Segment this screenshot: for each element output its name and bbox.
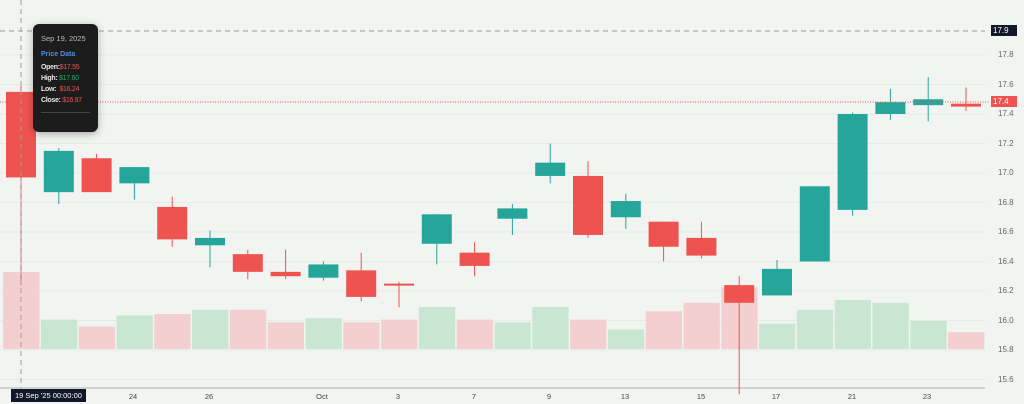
candle-up	[535, 162, 566, 176]
volume-bar	[267, 322, 304, 349]
volume-bar	[343, 322, 380, 349]
x-tick-label: 26	[204, 392, 214, 401]
volume-bar	[683, 302, 720, 349]
high-label: High:	[41, 75, 58, 82]
candle-down	[346, 270, 377, 297]
candle-down	[384, 283, 414, 286]
low-label: Low:	[41, 86, 57, 93]
low-value: $16.24	[59, 86, 80, 93]
volume-bar	[229, 309, 267, 349]
candle-down	[724, 285, 755, 303]
x-tick-label: 9	[546, 392, 552, 401]
candle-up	[308, 264, 339, 278]
volume-bar	[116, 315, 153, 349]
candle-down	[573, 175, 603, 235]
x-tick-label: 15	[696, 392, 706, 401]
volume-bar	[305, 318, 342, 349]
volume-bar	[872, 302, 909, 349]
y-tick-label: 17.0	[998, 168, 1014, 177]
y-tick-label: 16.6	[998, 227, 1014, 236]
volume-bar	[834, 300, 871, 349]
candle-down	[459, 252, 490, 266]
candle-up	[799, 186, 830, 262]
y-tick-label: 17.2	[998, 138, 1014, 148]
y-tick-label: 17.6	[998, 79, 1014, 89]
tooltip-divider	[41, 112, 90, 113]
close-value: $16.97	[62, 97, 82, 104]
volume-bar	[192, 309, 229, 349]
tooltip-heading: Price Data	[41, 51, 76, 58]
candle-up	[497, 208, 528, 219]
y-tick-label: 16.0	[998, 315, 1014, 325]
x-tick-label: 3	[395, 392, 401, 401]
candle-up	[762, 268, 792, 296]
candle-up	[610, 201, 641, 218]
candle-up	[421, 214, 452, 244]
crosshair-price-label: 17.9	[991, 25, 1017, 36]
tooltip-low: Low: $16.24	[41, 86, 90, 93]
y-tick-label: 16.2	[998, 286, 1014, 295]
y-tick-label: 15.6	[998, 374, 1014, 384]
y-tick-label: 15.8	[998, 345, 1014, 354]
open-value: $17.55	[59, 64, 80, 71]
candle-down	[686, 237, 717, 256]
x-tick-label: 23	[922, 392, 932, 401]
volume-bar	[494, 322, 531, 349]
candle-up	[195, 237, 225, 246]
volume-bar	[607, 329, 645, 349]
x-tick-label: 13	[620, 392, 630, 401]
candle-down	[81, 158, 112, 193]
volume-bar	[570, 319, 607, 349]
candle-up	[875, 102, 906, 114]
open-label: Open:	[41, 64, 60, 71]
tooltip-open: Open:$17.55	[41, 64, 90, 71]
candle-down	[951, 103, 981, 107]
volume-bar	[456, 319, 493, 349]
y-tick-label: 16.4	[998, 256, 1014, 266]
tooltip-high: High: $17.60	[41, 75, 90, 82]
x-tick-label: 17	[771, 392, 781, 401]
high-value: $17.60	[59, 75, 79, 82]
volume-bar	[796, 309, 834, 349]
y-tick-label: 17.4	[998, 109, 1014, 118]
candle-up	[837, 114, 868, 210]
candle-down	[270, 271, 301, 277]
y-tick-label: 17.8	[998, 50, 1014, 59]
volume-bar	[910, 321, 947, 349]
volume-bar	[78, 326, 115, 349]
x-tick-label: 7	[471, 392, 477, 401]
y-tick-label: 16.8	[998, 197, 1014, 207]
candle-down	[232, 254, 263, 272]
volume-bar	[948, 332, 985, 349]
volume-bar	[154, 314, 191, 349]
candle-down	[157, 206, 188, 240]
volume-bar	[645, 311, 682, 349]
volume-bar	[40, 319, 78, 349]
volume-bar	[759, 323, 796, 349]
x-tick-label: 24	[128, 392, 138, 401]
close-label: Close:	[41, 97, 61, 104]
crosshair-time-label: 19 Sep '25 00:00:00	[11, 389, 86, 402]
volume-bar	[381, 319, 418, 349]
price-tooltip: Sep 19, 2025 Price Data Open:$17.55 High…	[33, 24, 98, 132]
volume-bar	[532, 307, 569, 349]
candle-up	[119, 167, 150, 184]
tooltip-date: Sep 19, 2025	[41, 34, 86, 43]
volume-bar	[418, 307, 456, 349]
x-tick-label: Oct	[316, 392, 328, 401]
x-tick-label: 21	[847, 392, 857, 401]
candle-down	[648, 221, 679, 247]
candle-up	[43, 150, 74, 193]
last-price-label: 17.4	[991, 96, 1017, 107]
tooltip-close: Close: $16.97	[41, 97, 90, 104]
